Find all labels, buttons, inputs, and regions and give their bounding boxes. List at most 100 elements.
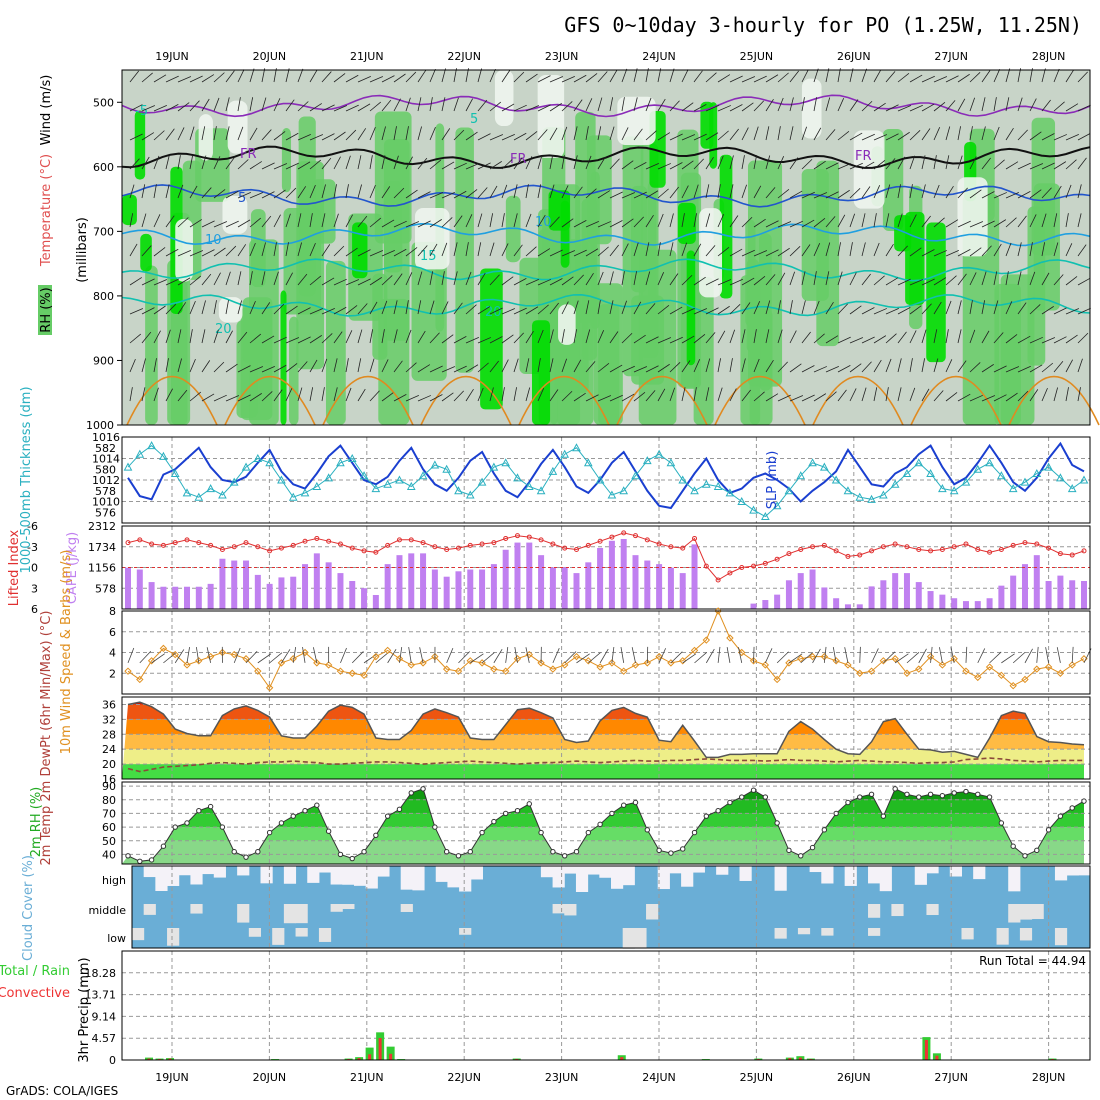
rh-marker [1045, 827, 1052, 833]
wind-barb [1005, 161, 1019, 170]
wind-barb [801, 126, 807, 141]
wind-barb [993, 192, 1008, 199]
wind-barb [206, 647, 212, 663]
wind-barb [261, 68, 266, 83]
wind-barb [501, 159, 513, 170]
wind-barb [321, 71, 332, 83]
cloud-panel-frame [131, 865, 1091, 949]
wind-barb [621, 243, 629, 257]
thickness-marker [642, 456, 652, 465]
wind-barb [1077, 157, 1087, 170]
wind-barb [585, 155, 592, 170]
rh-marker [172, 824, 178, 830]
precip-legend-convective: Convective [0, 986, 70, 1001]
wind-barb [549, 329, 554, 344]
wind-barb [933, 155, 937, 170]
wind-barb [513, 387, 517, 402]
wind-barb [681, 387, 686, 402]
li-marker [774, 556, 780, 562]
wind-barb [861, 307, 875, 315]
cape-bar [420, 553, 427, 609]
wind-barb [465, 163, 480, 170]
wind-barb [1041, 242, 1046, 257]
wind-barb [417, 300, 422, 315]
cloud-high-clear [914, 866, 927, 885]
wind-barb [669, 306, 683, 315]
wind-barb [501, 213, 505, 228]
li-marker [1069, 552, 1075, 558]
wind-barb [561, 155, 565, 170]
thickness-marker [1067, 484, 1077, 493]
wind-barb [237, 69, 245, 83]
top-date-tick: 28JUN [1032, 50, 1066, 63]
rh-marker [798, 853, 804, 859]
rh-saturated-patch [480, 268, 503, 410]
wind-barb [861, 273, 871, 286]
wind-barb [525, 279, 539, 286]
wind-barb [777, 247, 790, 257]
wind-barb [885, 358, 892, 373]
thickness-marker [430, 460, 440, 469]
wind-barb [945, 300, 952, 315]
wind-barb [873, 275, 885, 286]
wind-barb [1029, 131, 1042, 141]
warm-isotherm-hump [224, 375, 316, 426]
wind-barb [1053, 101, 1065, 112]
cloud-high-clear [330, 866, 343, 885]
thickness-marker [867, 494, 876, 503]
pressure-tick-label: 1000 [86, 419, 114, 432]
cloud-high-clear [237, 866, 250, 876]
rh-marker [703, 813, 710, 819]
cape-bar [372, 594, 379, 609]
thickness-marker [288, 492, 298, 501]
wind-barb [489, 360, 499, 373]
wind-barb [261, 365, 275, 373]
wind-barb [489, 336, 503, 344]
wind-barb [141, 132, 155, 141]
warm-isotherm-hump [420, 375, 512, 426]
wind-barb [177, 389, 188, 402]
wind-barb [1029, 98, 1037, 112]
li-marker [231, 544, 237, 550]
wind-barb [333, 245, 345, 257]
wind-barb [201, 187, 212, 199]
wind-ylabel: 10m Wind Speed & Barbs (m/s) [59, 550, 74, 755]
wind-barb [417, 330, 426, 344]
wind-barb [957, 249, 971, 257]
wind-barb [1053, 68, 1060, 83]
thickness-ylabel: 1000-500mb Thickness (dm) [19, 386, 34, 573]
wind-barb [957, 187, 968, 199]
wind-speed-marker [265, 684, 274, 692]
wind-barb [429, 219, 442, 228]
wind-barb [753, 75, 767, 83]
wind-barb [489, 101, 502, 112]
wind-barb [837, 336, 851, 344]
rh-colorbar [38, 285, 52, 335]
wind-barb [885, 71, 896, 83]
cloud-mid-clear [564, 904, 577, 916]
li-marker [432, 544, 438, 550]
wind-barb [477, 337, 492, 344]
rh-marker [550, 849, 556, 855]
wind-speed-marker [537, 659, 545, 667]
thickness-marker [725, 488, 735, 497]
wind-barb [1029, 389, 1039, 402]
wind-barb [1005, 392, 1018, 402]
wind-barb [669, 362, 681, 373]
wind-barb [201, 74, 215, 83]
wind-barb [825, 68, 830, 83]
li-marker [550, 541, 556, 547]
wind-barb [777, 361, 788, 373]
li-marker [385, 542, 391, 548]
wind-barb [273, 68, 277, 83]
wind-barb [1029, 304, 1041, 315]
wind-barb [153, 105, 167, 112]
rh-moist-patch [994, 283, 1021, 425]
wind-barb [573, 126, 578, 141]
cloud-high-clear [365, 866, 378, 889]
wind-barb [261, 302, 271, 315]
wind-barb [453, 190, 467, 199]
wind-barb [345, 358, 349, 373]
cloud-high-clear [190, 866, 203, 885]
wind-barb [129, 333, 142, 344]
